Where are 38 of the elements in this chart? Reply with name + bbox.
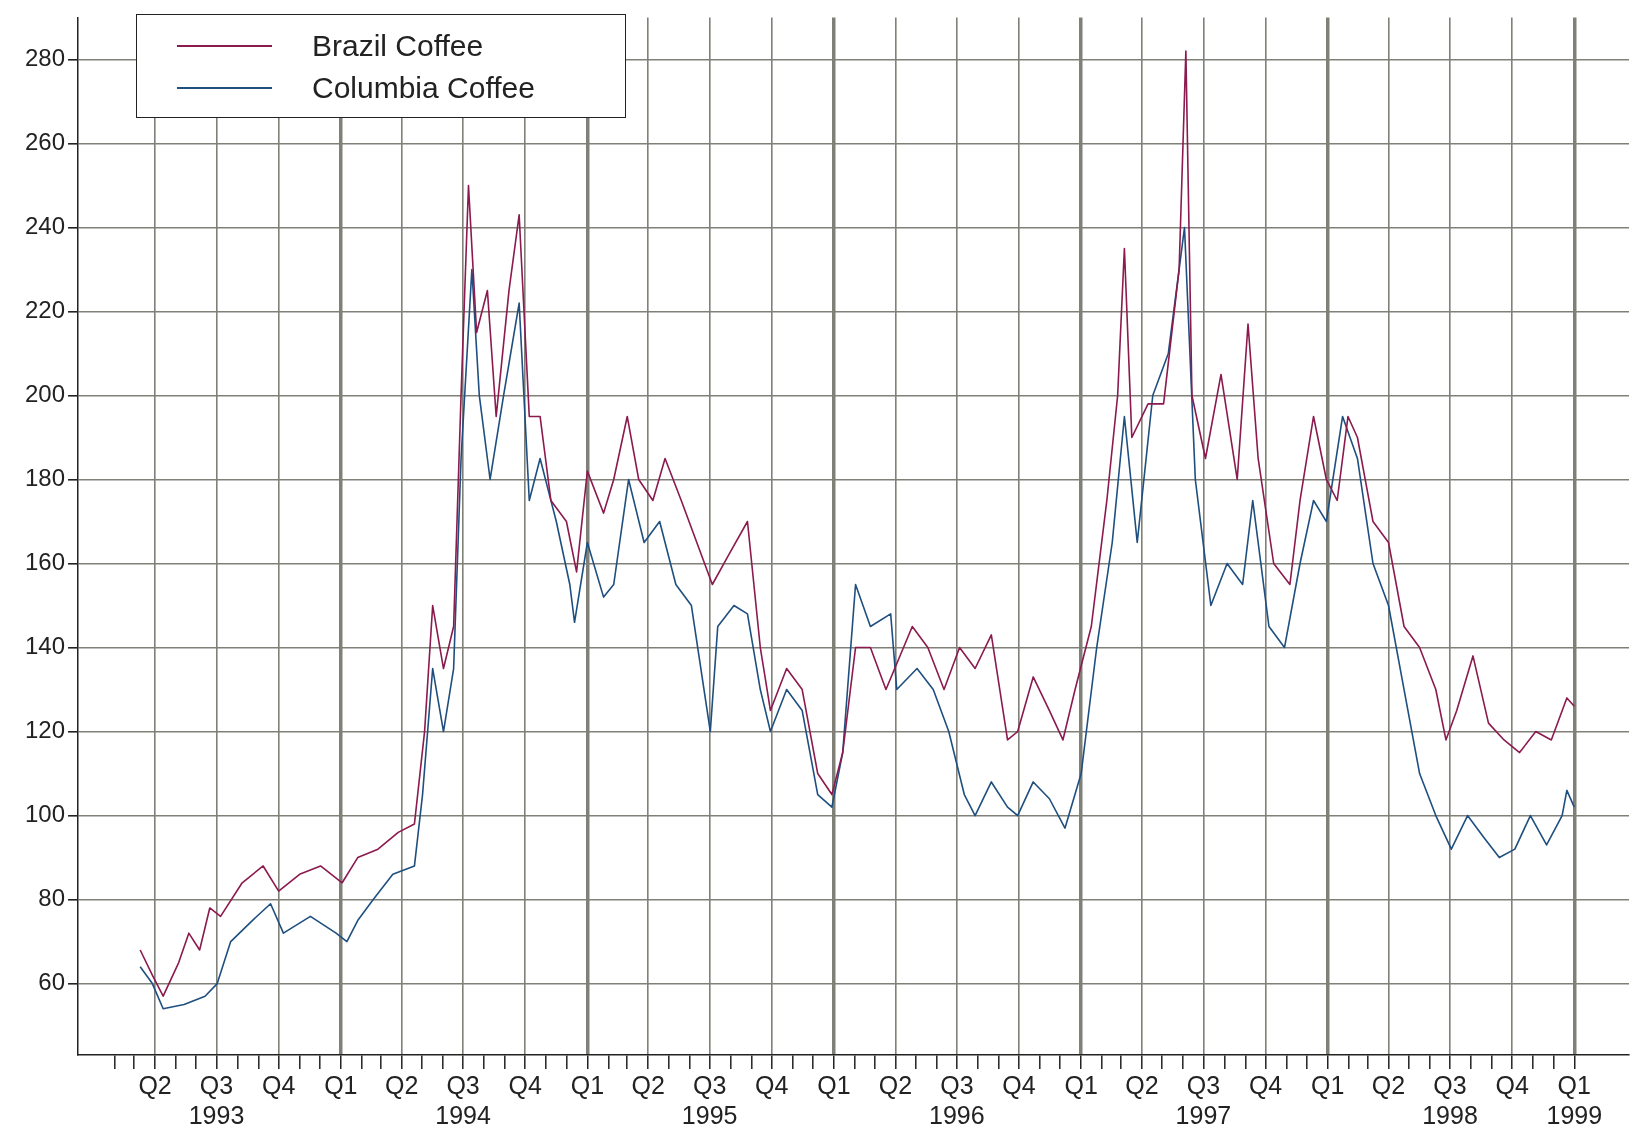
x-tick-label: Q4 — [1248, 1070, 1283, 1099]
x-tick-label: Q1 — [324, 1070, 358, 1099]
x-tick-label: Q4 — [1002, 1070, 1036, 1099]
x-tick-label: Q3 1994 — [435, 1070, 491, 1129]
y-tick-label: 280 — [25, 44, 66, 72]
x-tick-label: Q3 1995 — [681, 1070, 738, 1129]
legend-label: Columbia Coffee — [312, 71, 535, 105]
y-tick-label: 220 — [25, 296, 66, 324]
y-tick-label: 200 — [25, 380, 66, 408]
x-tick-label: Q1 — [1064, 1070, 1098, 1099]
x-tick-label: Q1 1999 — [1546, 1070, 1603, 1129]
x-tick-label: Q4 — [261, 1070, 296, 1099]
x-tick-label: Q1 — [817, 1070, 851, 1099]
x-tick-label: Q3 1998 — [1422, 1070, 1478, 1129]
x-tick-label: Q2 — [384, 1070, 419, 1099]
x-tick-label: Q3 1996 — [929, 1070, 985, 1129]
x-tick-label: Q2 — [1371, 1070, 1406, 1099]
y-tick-label: 140 — [25, 632, 66, 660]
x-tick-label: Q2 — [138, 1070, 172, 1099]
x-tick-label: Q4 — [1495, 1070, 1529, 1099]
x-tick-label: Q2 — [1125, 1070, 1159, 1099]
y-tick-label: 100 — [25, 800, 66, 828]
y-tick-label: 120 — [25, 716, 66, 744]
x-tick-label: Q1 — [1311, 1070, 1345, 1099]
x-tick-label: Q1 — [570, 1070, 605, 1099]
x-tick-label: Q2 — [631, 1070, 665, 1099]
y-tick-label: 80 — [38, 884, 66, 912]
x-tick-label: Q2 — [878, 1070, 913, 1099]
x-tick-label: Q3 1997 — [1175, 1070, 1232, 1129]
x-tick-label: Q3 1993 — [188, 1070, 245, 1129]
y-tick-label: 60 — [38, 968, 66, 996]
y-tick-label: 240 — [25, 212, 66, 240]
y-tick-label: 160 — [25, 548, 66, 576]
legend-label: Brazil Coffee — [312, 29, 484, 63]
y-tick-label: 260 — [25, 128, 66, 156]
x-tick-label: Q4 — [508, 1070, 542, 1099]
x-tick-label: Q4 — [755, 1070, 789, 1099]
y-tick-label: 180 — [25, 464, 66, 492]
